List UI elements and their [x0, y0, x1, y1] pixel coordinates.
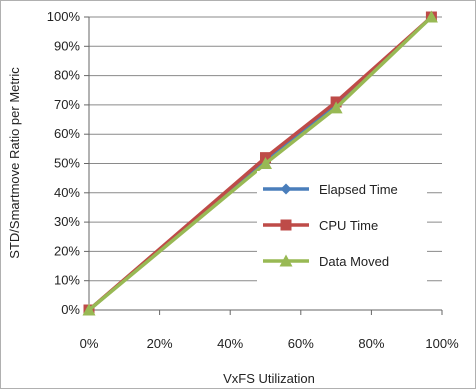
- y-axis-title: STD/Smartmove Ratio per Metric: [7, 67, 22, 259]
- series-line-cpu-time: [87, 15, 433, 312]
- y-tick-label: 50%: [54, 156, 80, 171]
- data-point-data-moved: [329, 101, 343, 114]
- y-tick-label: 30%: [54, 214, 80, 229]
- x-axis-title: VxFS Utilization: [223, 371, 315, 386]
- legend: Elapsed Time CPU Time Data Moved: [257, 171, 427, 285]
- y-tick-label: 80%: [54, 68, 80, 83]
- tick-labels: 0% 10% 20% 30% 40% 50% 60% 70% 80% 90% 100% 0% 20% 40…: [47, 9, 459, 351]
- y-tick-label: 60%: [54, 126, 80, 141]
- data-point-data-moved: [424, 10, 438, 23]
- series-line-data-moved: [87, 15, 433, 312]
- data-point-data-moved: [82, 303, 96, 316]
- legend-label: CPU Time: [319, 218, 378, 233]
- y-tick-label: 10%: [54, 273, 80, 288]
- y-tick-label: 20%: [54, 243, 80, 258]
- legend-marker: [280, 183, 292, 195]
- y-tick-label: 40%: [54, 185, 80, 200]
- x-tick-label: 0%: [80, 336, 99, 351]
- series-lines: [82, 10, 438, 316]
- legend-marker: [280, 219, 292, 231]
- x-tick-label: 80%: [358, 336, 384, 351]
- data-point-data-moved: [259, 157, 272, 169]
- y-tick-label: 70%: [54, 97, 80, 112]
- y-tick-label: 100%: [47, 9, 81, 24]
- legend-marker: [279, 254, 293, 267]
- legend-label: Elapsed Time: [319, 182, 398, 197]
- x-tick-label: 20%: [147, 336, 173, 351]
- legend-label: Data Moved: [319, 254, 389, 269]
- y-tick-label: 0%: [61, 302, 80, 317]
- y-tick-label: 90%: [54, 38, 80, 53]
- x-tick-label: 40%: [217, 336, 243, 351]
- x-tick-label: 60%: [288, 336, 314, 351]
- x-tick-label: 100%: [425, 336, 459, 351]
